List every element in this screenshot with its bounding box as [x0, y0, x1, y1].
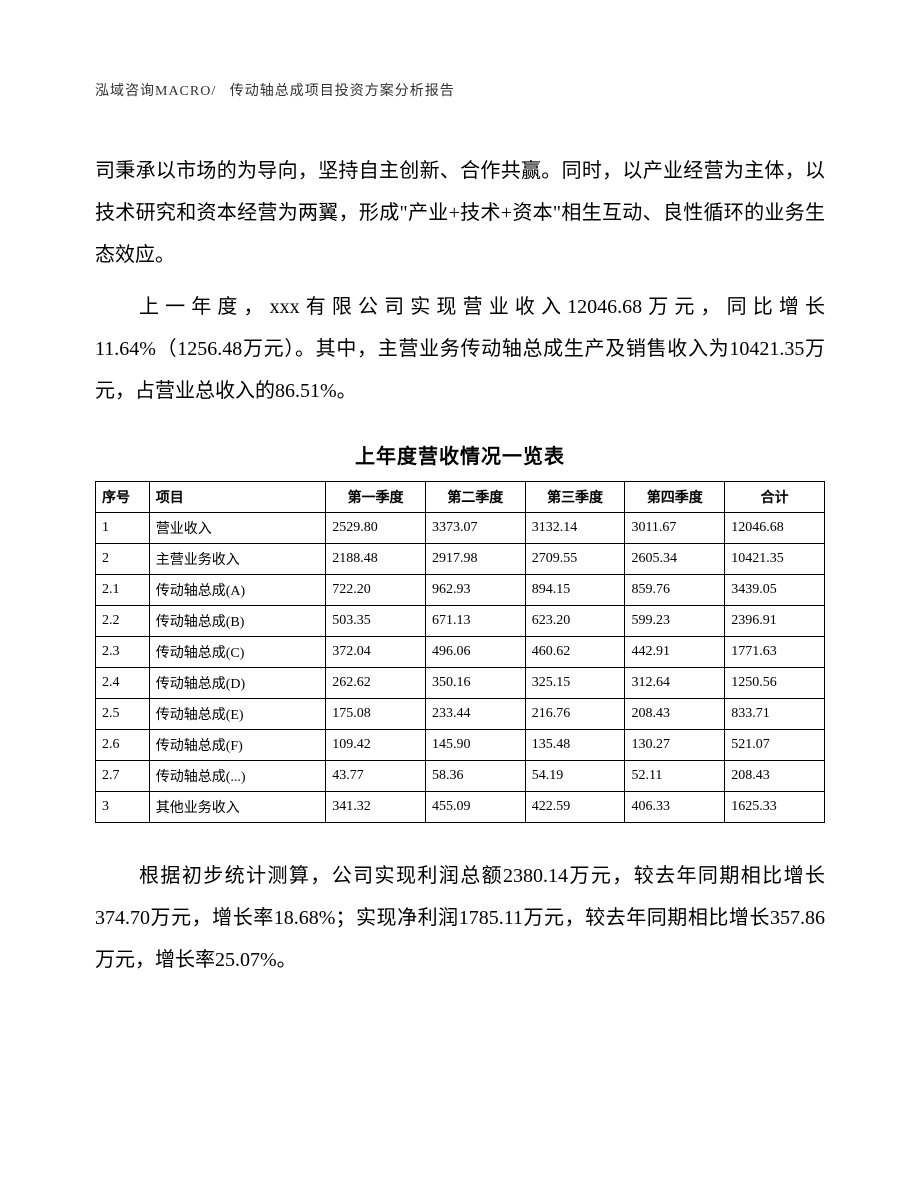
cell-item: 传动轴总成(C)	[149, 637, 325, 668]
col-header-q2: 第二季度	[425, 482, 525, 513]
cell-total: 10421.35	[725, 544, 825, 575]
cell-item: 传动轴总成(F)	[149, 730, 325, 761]
table-row: 2.1 传动轴总成(A) 722.20 962.93 894.15 859.76…	[96, 575, 825, 606]
cell-q3: 325.15	[525, 668, 625, 699]
table-row: 2.4 传动轴总成(D) 262.62 350.16 325.15 312.64…	[96, 668, 825, 699]
cell-q2: 455.09	[425, 792, 525, 823]
cell-total: 208.43	[725, 761, 825, 792]
cell-q1: 372.04	[326, 637, 426, 668]
cell-q2: 233.44	[425, 699, 525, 730]
cell-seq: 2	[96, 544, 150, 575]
cell-q2: 3373.07	[425, 513, 525, 544]
cell-item: 传动轴总成(B)	[149, 606, 325, 637]
cell-seq: 2.2	[96, 606, 150, 637]
col-header-seq: 序号	[96, 482, 150, 513]
table-row: 2.2 传动轴总成(B) 503.35 671.13 623.20 599.23…	[96, 606, 825, 637]
cell-q4: 442.91	[625, 637, 725, 668]
cell-q2: 58.36	[425, 761, 525, 792]
cell-total: 12046.68	[725, 513, 825, 544]
cell-q4: 130.27	[625, 730, 725, 761]
table-row: 2.5 传动轴总成(E) 175.08 233.44 216.76 208.43…	[96, 699, 825, 730]
cell-seq: 2.5	[96, 699, 150, 730]
cell-item: 其他业务收入	[149, 792, 325, 823]
cell-q2: 145.90	[425, 730, 525, 761]
cell-total: 1771.63	[725, 637, 825, 668]
cell-q2: 962.93	[425, 575, 525, 606]
cell-item: 传动轴总成(A)	[149, 575, 325, 606]
cell-q1: 2188.48	[326, 544, 426, 575]
table-row: 1 营业收入 2529.80 3373.07 3132.14 3011.67 1…	[96, 513, 825, 544]
cell-q4: 208.43	[625, 699, 725, 730]
cell-seq: 2.3	[96, 637, 150, 668]
cell-q3: 54.19	[525, 761, 625, 792]
cell-q3: 135.48	[525, 730, 625, 761]
cell-q4: 406.33	[625, 792, 725, 823]
cell-q3: 216.76	[525, 699, 625, 730]
cell-q3: 623.20	[525, 606, 625, 637]
cell-q1: 43.77	[326, 761, 426, 792]
col-header-q1: 第一季度	[326, 482, 426, 513]
col-header-total: 合计	[725, 482, 825, 513]
cell-item: 营业收入	[149, 513, 325, 544]
table-body: 1 营业收入 2529.80 3373.07 3132.14 3011.67 1…	[96, 513, 825, 823]
header-left: 泓域咨询MACRO/	[95, 84, 216, 99]
table-row: 2.3 传动轴总成(C) 372.04 496.06 460.62 442.91…	[96, 637, 825, 668]
cell-item: 传动轴总成(E)	[149, 699, 325, 730]
cell-q4: 3011.67	[625, 513, 725, 544]
col-header-q3: 第三季度	[525, 482, 625, 513]
cell-q3: 2709.55	[525, 544, 625, 575]
revenue-table: 序号 项目 第一季度 第二季度 第三季度 第四季度 合计 1 营业收入 2529…	[95, 481, 825, 823]
cell-total: 521.07	[725, 730, 825, 761]
cell-seq: 1	[96, 513, 150, 544]
cell-q1: 2529.80	[326, 513, 426, 544]
cell-item: 传动轴总成(D)	[149, 668, 325, 699]
cell-seq: 2.7	[96, 761, 150, 792]
cell-q1: 262.62	[326, 668, 426, 699]
cell-q4: 859.76	[625, 575, 725, 606]
cell-item: 传动轴总成(...)	[149, 761, 325, 792]
table-row: 2.6 传动轴总成(F) 109.42 145.90 135.48 130.27…	[96, 730, 825, 761]
col-header-q4: 第四季度	[625, 482, 725, 513]
page-header: 泓域咨询MACRO/ 传动轴总成项目投资方案分析报告	[95, 80, 825, 100]
table-row: 2 主营业务收入 2188.48 2917.98 2709.55 2605.34…	[96, 544, 825, 575]
cell-item: 主营业务收入	[149, 544, 325, 575]
cell-q4: 52.11	[625, 761, 725, 792]
cell-q2: 671.13	[425, 606, 525, 637]
cell-total: 833.71	[725, 699, 825, 730]
paragraph-1: 司秉承以市场的为导向，坚持自主创新、合作共赢。同时，以产业经营为主体，以技术研究…	[95, 150, 825, 276]
cell-q2: 496.06	[425, 637, 525, 668]
header-right: 传动轴总成项目投资方案分析报告	[230, 84, 455, 99]
cell-seq: 2.4	[96, 668, 150, 699]
paragraph-3: 根据初步统计测算，公司实现利润总额2380.14万元，较去年同期相比增长374.…	[95, 855, 825, 981]
cell-q1: 341.32	[326, 792, 426, 823]
cell-q3: 460.62	[525, 637, 625, 668]
cell-q3: 894.15	[525, 575, 625, 606]
cell-q4: 2605.34	[625, 544, 725, 575]
cell-q2: 350.16	[425, 668, 525, 699]
cell-q4: 599.23	[625, 606, 725, 637]
cell-q3: 3132.14	[525, 513, 625, 544]
cell-total: 2396.91	[725, 606, 825, 637]
cell-seq: 2.1	[96, 575, 150, 606]
cell-q1: 109.42	[326, 730, 426, 761]
table-title: 上年度营收情况一览表	[95, 440, 825, 469]
cell-total: 1625.33	[725, 792, 825, 823]
cell-total: 3439.05	[725, 575, 825, 606]
cell-seq: 3	[96, 792, 150, 823]
cell-q1: 175.08	[326, 699, 426, 730]
col-header-item: 项目	[149, 482, 325, 513]
cell-q4: 312.64	[625, 668, 725, 699]
cell-q1: 503.35	[326, 606, 426, 637]
cell-seq: 2.6	[96, 730, 150, 761]
table-row: 2.7 传动轴总成(...) 43.77 58.36 54.19 52.11 2…	[96, 761, 825, 792]
table-header-row: 序号 项目 第一季度 第二季度 第三季度 第四季度 合计	[96, 482, 825, 513]
table-row: 3 其他业务收入 341.32 455.09 422.59 406.33 162…	[96, 792, 825, 823]
cell-q3: 422.59	[525, 792, 625, 823]
cell-q1: 722.20	[326, 575, 426, 606]
paragraph-2: 上一年度，xxx有限公司实现营业收入12046.68万元，同比增长11.64%（…	[95, 286, 825, 412]
cell-q2: 2917.98	[425, 544, 525, 575]
cell-total: 1250.56	[725, 668, 825, 699]
